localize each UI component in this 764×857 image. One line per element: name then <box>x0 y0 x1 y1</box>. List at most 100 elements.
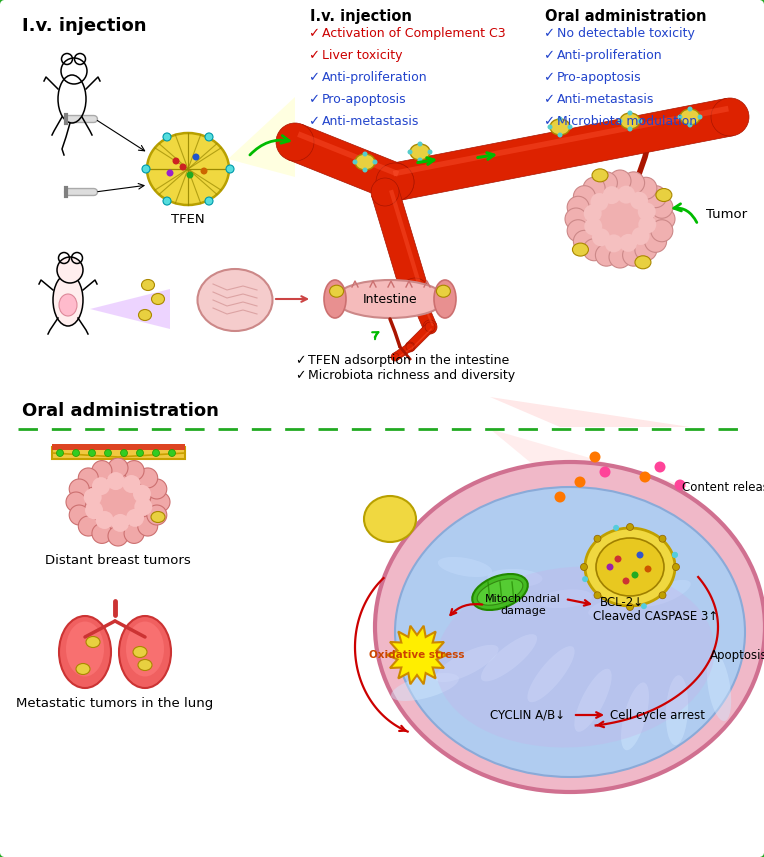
Circle shape <box>575 476 585 488</box>
Circle shape <box>425 322 435 332</box>
Text: Apoptosis: Apoptosis <box>710 649 764 662</box>
Circle shape <box>428 149 432 154</box>
Circle shape <box>138 468 157 488</box>
Ellipse shape <box>198 269 273 331</box>
Circle shape <box>595 172 617 194</box>
Ellipse shape <box>364 496 416 542</box>
Circle shape <box>124 460 144 481</box>
Circle shape <box>200 167 208 175</box>
Circle shape <box>645 231 667 252</box>
Circle shape <box>108 458 128 478</box>
Circle shape <box>173 158 180 165</box>
Circle shape <box>147 479 167 499</box>
Circle shape <box>651 196 673 219</box>
Circle shape <box>84 488 102 506</box>
Ellipse shape <box>478 578 523 605</box>
Text: Anti-metastasis: Anti-metastasis <box>557 93 655 106</box>
Ellipse shape <box>435 644 499 682</box>
Circle shape <box>423 320 437 334</box>
Circle shape <box>627 111 633 116</box>
Ellipse shape <box>707 652 731 721</box>
Circle shape <box>626 524 633 530</box>
Text: Anti-proliferation: Anti-proliferation <box>322 71 428 84</box>
FancyBboxPatch shape <box>52 444 185 450</box>
Circle shape <box>603 186 620 204</box>
Circle shape <box>371 178 399 206</box>
Ellipse shape <box>147 133 229 205</box>
Ellipse shape <box>680 109 700 125</box>
Ellipse shape <box>481 634 537 681</box>
Circle shape <box>711 98 749 136</box>
Text: I.v. injection: I.v. injection <box>22 17 147 35</box>
Circle shape <box>85 501 103 519</box>
Ellipse shape <box>620 113 640 129</box>
Circle shape <box>567 196 589 219</box>
Circle shape <box>651 219 673 242</box>
Ellipse shape <box>574 179 666 259</box>
Circle shape <box>617 118 623 123</box>
Text: Oxidative stress: Oxidative stress <box>369 650 465 660</box>
Ellipse shape <box>487 569 542 587</box>
Circle shape <box>226 165 234 173</box>
Circle shape <box>613 524 619 530</box>
Polygon shape <box>288 124 402 200</box>
Text: ✓: ✓ <box>543 49 554 62</box>
Circle shape <box>96 511 114 529</box>
Ellipse shape <box>434 280 456 318</box>
Circle shape <box>548 124 552 129</box>
Circle shape <box>639 471 650 482</box>
Text: Activation of Complement C3: Activation of Complement C3 <box>322 27 506 40</box>
Circle shape <box>406 343 414 351</box>
Circle shape <box>600 466 610 477</box>
Circle shape <box>672 564 679 571</box>
Circle shape <box>632 572 639 578</box>
Text: ✓: ✓ <box>308 27 319 40</box>
Text: Cell cycle arrest: Cell cycle arrest <box>610 709 705 722</box>
Circle shape <box>595 244 617 267</box>
Circle shape <box>620 234 637 252</box>
Ellipse shape <box>119 616 171 688</box>
Circle shape <box>169 450 176 457</box>
Circle shape <box>672 552 678 558</box>
Circle shape <box>122 475 141 493</box>
Text: Intestine: Intestine <box>363 292 417 305</box>
Text: ✓: ✓ <box>543 27 554 40</box>
Circle shape <box>607 564 613 571</box>
Circle shape <box>66 492 86 512</box>
Circle shape <box>655 462 665 472</box>
Circle shape <box>592 228 610 246</box>
Circle shape <box>142 165 150 173</box>
Circle shape <box>594 592 601 599</box>
Ellipse shape <box>391 673 459 701</box>
Circle shape <box>70 479 89 499</box>
Circle shape <box>555 492 565 502</box>
Circle shape <box>617 186 635 204</box>
Circle shape <box>672 552 678 558</box>
Circle shape <box>584 218 602 236</box>
Ellipse shape <box>133 646 147 657</box>
Circle shape <box>638 216 656 234</box>
Circle shape <box>565 208 587 230</box>
Circle shape <box>391 353 399 361</box>
Text: Oral administration: Oral administration <box>545 9 707 24</box>
Circle shape <box>163 133 171 141</box>
Circle shape <box>138 516 157 536</box>
Circle shape <box>659 592 666 599</box>
Ellipse shape <box>138 309 151 321</box>
Circle shape <box>609 170 631 192</box>
Ellipse shape <box>59 294 77 316</box>
Ellipse shape <box>329 285 344 297</box>
Text: TFEN: TFEN <box>171 213 205 226</box>
Ellipse shape <box>656 189 672 201</box>
Ellipse shape <box>74 466 162 538</box>
Circle shape <box>126 509 144 527</box>
Ellipse shape <box>410 144 430 160</box>
Text: Anti-metastasis: Anti-metastasis <box>322 115 419 128</box>
Circle shape <box>627 127 633 131</box>
Text: Anti-proliferation: Anti-proliferation <box>557 49 662 62</box>
Circle shape <box>108 526 128 546</box>
Ellipse shape <box>76 663 90 674</box>
Ellipse shape <box>375 462 764 792</box>
Circle shape <box>376 163 414 201</box>
Text: ✓: ✓ <box>543 115 554 128</box>
